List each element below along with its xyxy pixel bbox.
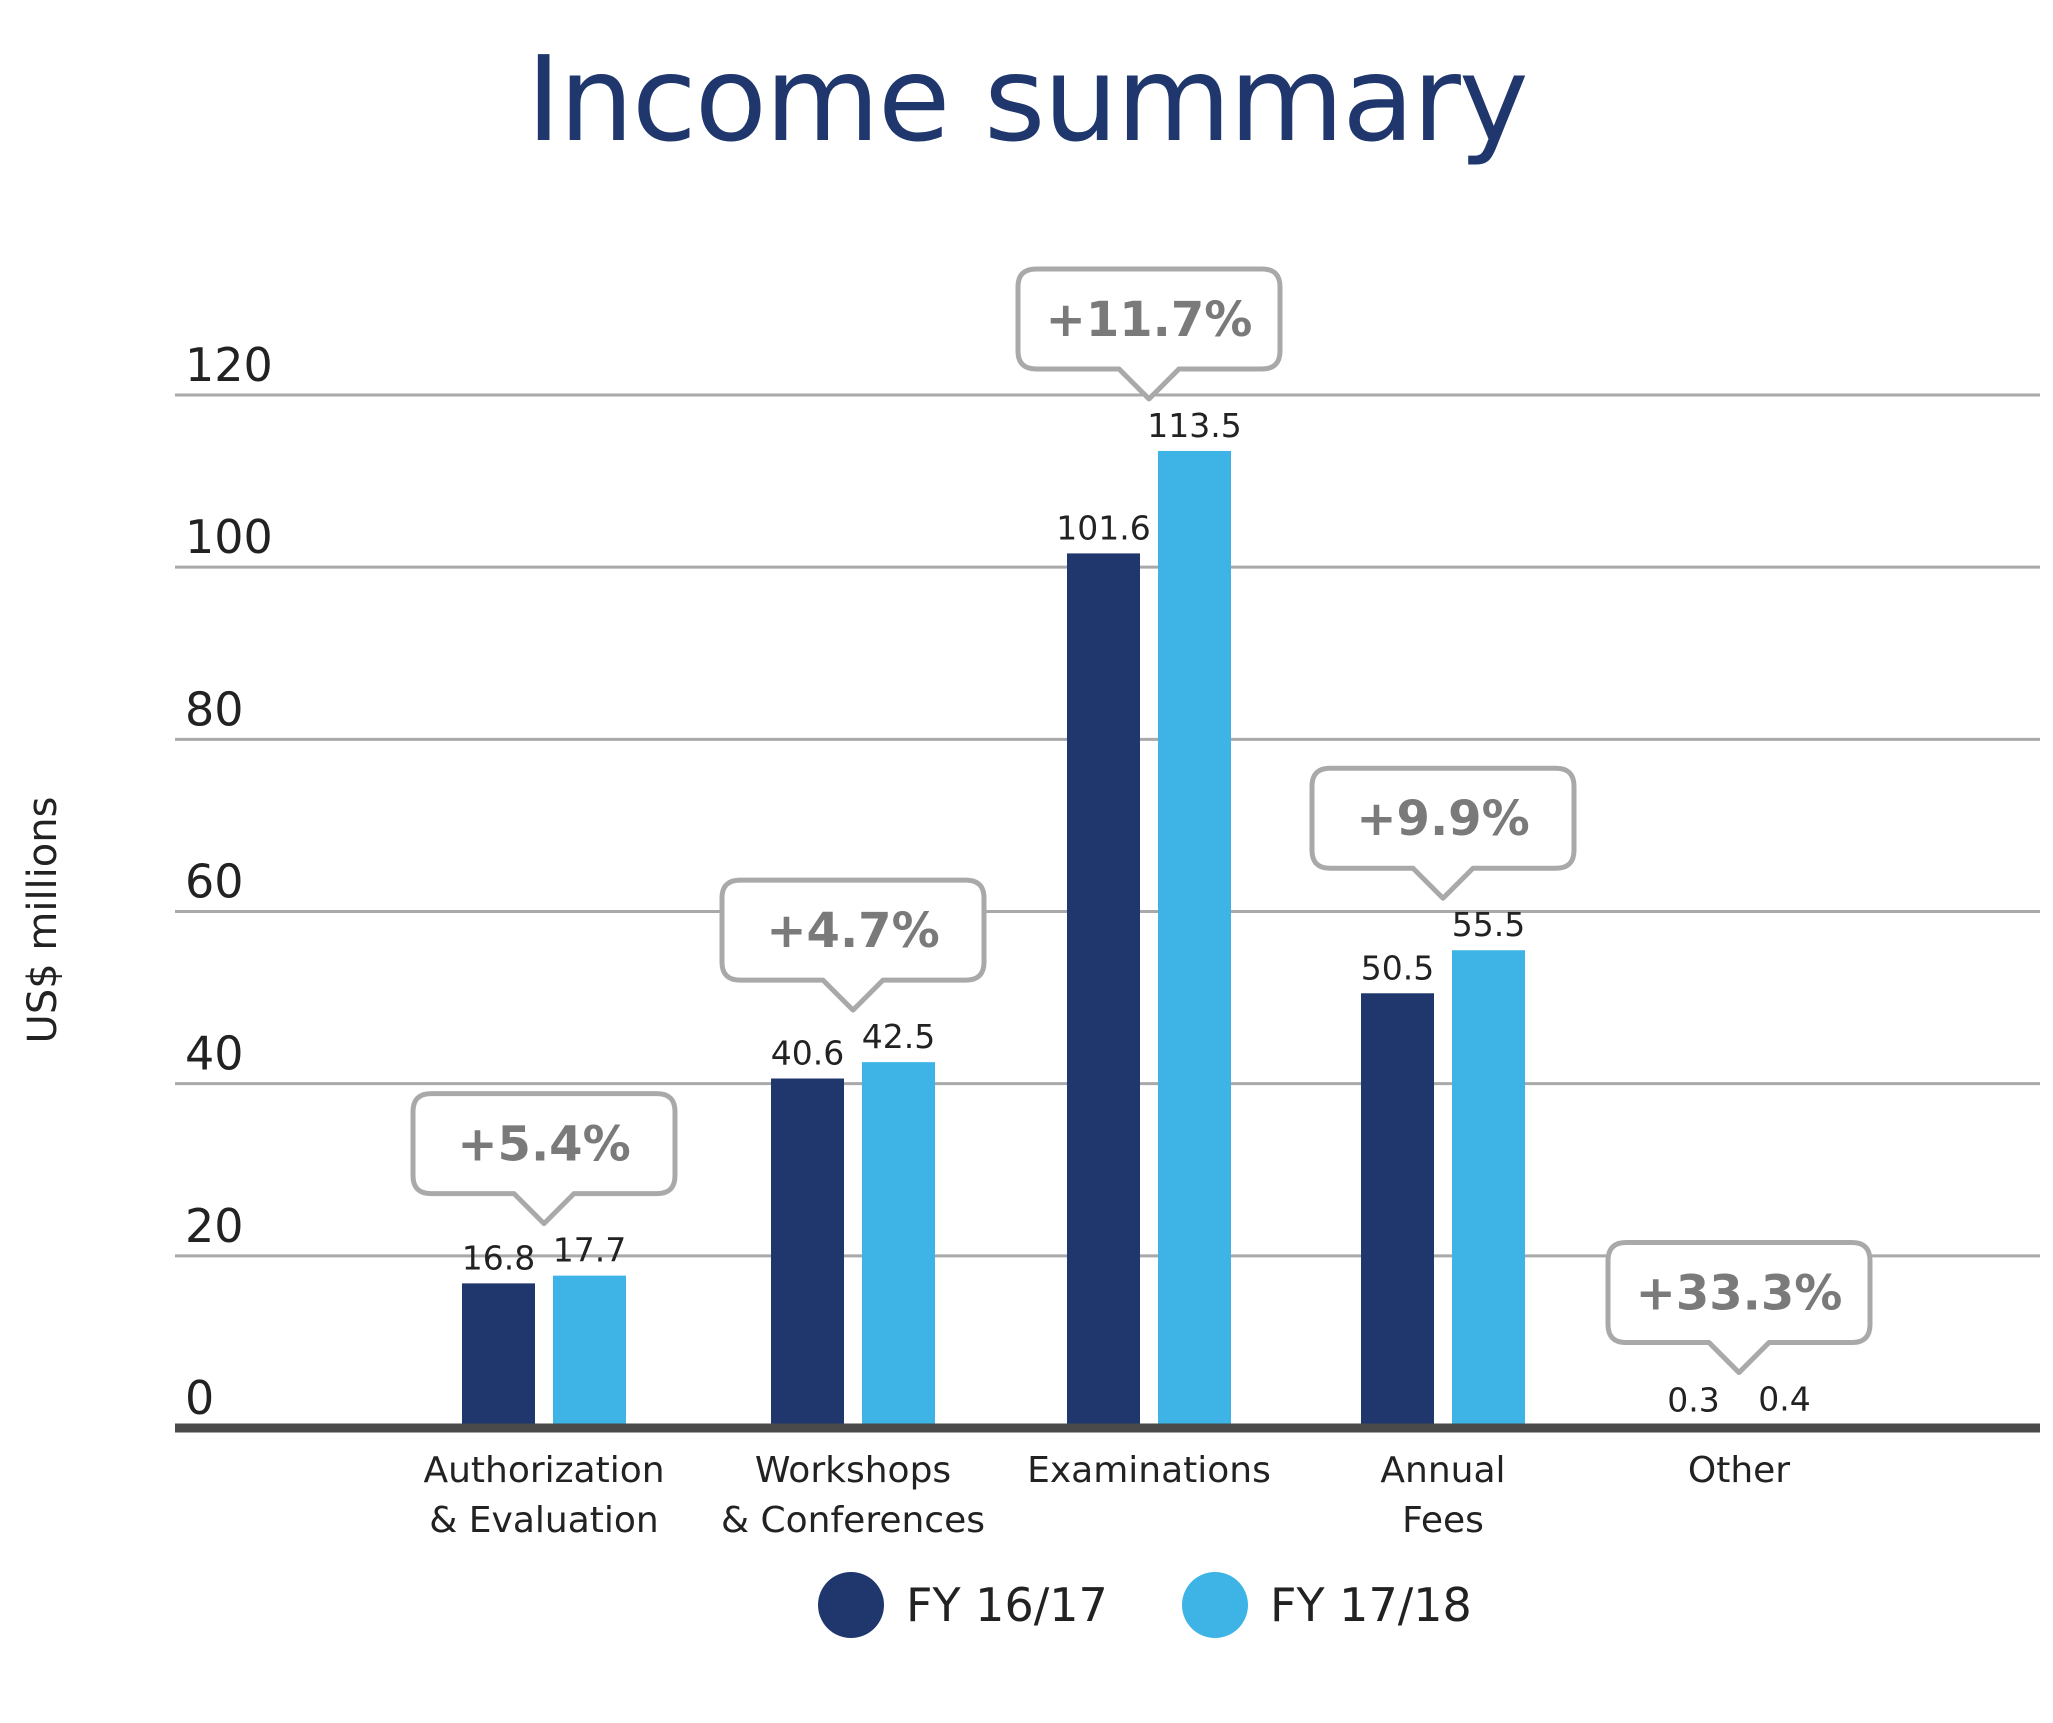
bar bbox=[462, 1283, 535, 1428]
y-tick-label: 20 bbox=[185, 1199, 244, 1253]
x-tick-label: Authorization bbox=[423, 1450, 664, 1491]
y-tick-label: 80 bbox=[185, 682, 244, 736]
bar bbox=[553, 1275, 626, 1428]
y-tick-label: 40 bbox=[185, 1027, 244, 1081]
x-tick-label: & Conferences bbox=[721, 1500, 985, 1541]
bar-value-label: 17.7 bbox=[553, 1231, 626, 1270]
x-tick-label: Annual bbox=[1380, 1450, 1505, 1491]
y-tick-label: 60 bbox=[185, 855, 244, 909]
bar-value-label: 16.8 bbox=[462, 1238, 535, 1277]
legend-swatch-fy1718 bbox=[1182, 1572, 1248, 1638]
callout-bubble bbox=[1309, 765, 1577, 901]
bar-value-label: 40.6 bbox=[771, 1034, 844, 1073]
bar bbox=[771, 1078, 844, 1428]
bar-value-label: 55.5 bbox=[1452, 905, 1525, 944]
x-tick-label: Workshops bbox=[755, 1450, 951, 1491]
y-tick-labels: 0 20 40 60 80 100 120 bbox=[185, 338, 273, 1425]
change-annotation-label: +11.7% bbox=[1046, 292, 1253, 348]
bar bbox=[1067, 553, 1140, 1428]
legend-label-fy1617: FY 16/17 bbox=[906, 1578, 1108, 1632]
bar-value-label: 0.3 bbox=[1667, 1380, 1719, 1419]
change-annotations: +5.4% +4.7% +11.7% +9.9% +33.3% bbox=[410, 266, 1873, 1376]
legend-item-fy1617: FY 16/17 bbox=[818, 1570, 1108, 1640]
x-tick-label: Other bbox=[1688, 1450, 1790, 1491]
chart-title: Income summary bbox=[526, 30, 1529, 168]
legend-swatch-fy1617 bbox=[818, 1572, 884, 1638]
legend: FY 16/17 FY 17/18 bbox=[0, 1570, 2053, 1640]
x-tick-label: Examinations bbox=[1027, 1450, 1271, 1491]
change-annotation-label: +5.4% bbox=[457, 1117, 630, 1173]
callout-bubble bbox=[1015, 266, 1283, 402]
legend-item-fy1718: FY 17/18 bbox=[1182, 1570, 1472, 1640]
x-tick-labels: Authorization & Evaluation Workshops & Conf… bbox=[423, 1450, 1790, 1541]
change-annotation-label: +9.9% bbox=[1356, 791, 1529, 847]
callout-bubble bbox=[1605, 1240, 1873, 1376]
change-annotation-label: +4.7% bbox=[766, 903, 939, 959]
y-tick-label: 0 bbox=[185, 1371, 214, 1425]
bar bbox=[862, 1062, 935, 1428]
y-tick-label: 120 bbox=[185, 338, 273, 392]
change-annotation-label: +33.3% bbox=[1636, 1266, 1843, 1322]
bar bbox=[1158, 450, 1231, 1428]
callout-bubble bbox=[719, 877, 987, 1013]
legend-label-fy1718: FY 17/18 bbox=[1270, 1578, 1472, 1632]
bar-value-label: 42.5 bbox=[862, 1017, 935, 1056]
bars: 16.8 17.7 40.6 42.5 101.6 113.5 50.5 55.5 0.3 0.4 bbox=[462, 406, 1821, 1428]
x-tick-label: & Evaluation bbox=[429, 1500, 658, 1541]
bar-value-label: 0.4 bbox=[1758, 1380, 1810, 1419]
bar bbox=[1452, 950, 1525, 1428]
bar-value-label: 50.5 bbox=[1361, 948, 1434, 987]
bar-value-label: 113.5 bbox=[1147, 406, 1241, 445]
y-tick-label: 100 bbox=[185, 510, 273, 564]
bar-value-label: 101.6 bbox=[1056, 508, 1150, 547]
x-tick-label: Fees bbox=[1402, 1500, 1484, 1541]
callout-bubble bbox=[410, 1091, 678, 1227]
bar bbox=[1361, 993, 1434, 1428]
